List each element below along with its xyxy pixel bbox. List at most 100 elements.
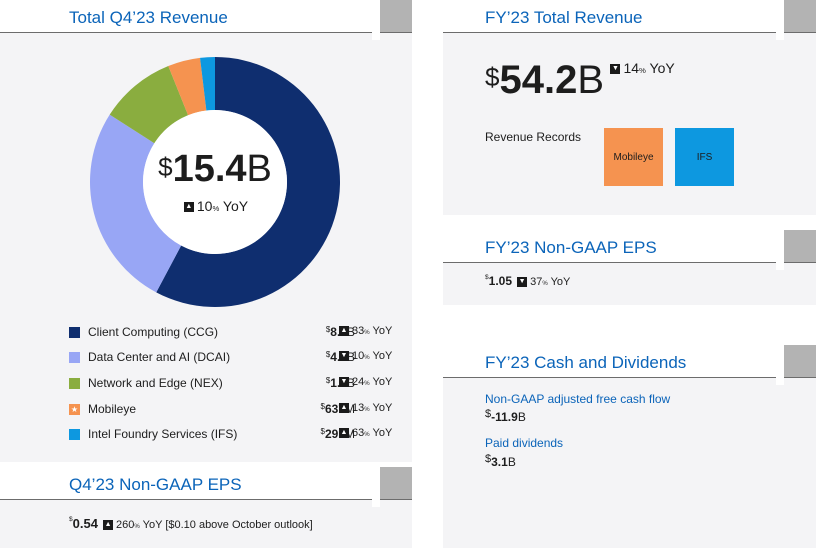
donut-slice-4: [168, 57, 207, 116]
dividends-number: 3.1: [491, 455, 508, 469]
corner-decoration-small: [372, 499, 380, 507]
legend-yoy: 63% YoY: [337, 427, 392, 439]
legend-swatch: [69, 352, 80, 363]
dividends-prefix: $: [485, 453, 492, 465]
corner-decoration: [380, 467, 412, 499]
corner-decoration: [380, 0, 412, 32]
total-unit: B: [246, 148, 272, 190]
legend-label: Intel Foundry Services (IFS): [88, 427, 238, 441]
record-box-ifs: IFS: [675, 128, 734, 186]
dividends-label: Paid dividends: [485, 436, 564, 450]
fy-revenue-yoy: 14% YoY: [608, 60, 675, 76]
q4-eps-header: Q4’23 Non-GAAP EPS: [0, 467, 412, 500]
fy-revenue-yoy-value: 14: [623, 60, 640, 76]
fcf-unit: B: [517, 410, 526, 424]
down-arrow-icon: [339, 377, 349, 388]
corner-decoration: [784, 345, 816, 377]
total-value: 15.4: [172, 148, 247, 190]
fy-eps-panel: FY’23 Non-GAAP EPS $1.05 37% YoY: [443, 230, 816, 305]
legend-yoy: 24% YoY: [337, 376, 392, 388]
legend-yoy: 13% YoY: [337, 402, 392, 414]
fy-eps-header: FY’23 Non-GAAP EPS: [443, 230, 816, 263]
up-arrow-icon: [339, 326, 349, 337]
fcf-number: -11.9: [491, 410, 518, 424]
fy-eps-title: FY’23 Non-GAAP EPS: [485, 238, 657, 257]
fcf-value: $-11.9B: [485, 408, 526, 426]
fy-revenue-unit: B: [577, 58, 605, 102]
pct-sign: %: [212, 204, 220, 213]
legend-yoy: 33% YoY: [337, 325, 392, 337]
fy-revenue-title: FY’23 Total Revenue: [485, 8, 643, 27]
corner-decoration-small: [776, 377, 784, 385]
legend-swatch: [69, 327, 80, 338]
corner-decoration: [784, 230, 816, 262]
dividends-value: $3.1B: [485, 453, 516, 471]
total-yoy-suffix: YoY: [219, 198, 249, 214]
up-arrow-icon: [339, 403, 349, 414]
fy-revenue-value: $54.2B 14% YoY: [485, 58, 675, 103]
fy-revenue-panel: FY’23 Total Revenue $54.2B 14% YoY Reven…: [443, 0, 816, 215]
fcf-prefix: $: [485, 408, 492, 420]
down-arrow-icon: [610, 64, 621, 75]
donut-slice-2: [89, 114, 182, 293]
eps-prefix: $: [69, 516, 73, 523]
corner-decoration-small: [776, 32, 784, 40]
q4-eps-yoy: 260: [116, 519, 135, 531]
fy-revenue-number: 54.2: [499, 58, 578, 102]
yoy-suffix: YoY: [547, 276, 571, 288]
donut-slice-5: [200, 57, 215, 111]
q4-eps-value-line: $0.54 260% YoY [$0.10 above October outl…: [69, 516, 313, 531]
q4-eps-note: [$0.10 above October outlook]: [165, 519, 313, 531]
up-arrow-icon: [103, 520, 114, 531]
star-icon: ★: [69, 404, 80, 415]
legend-row: Intel Foundry Services (IFS)$291M63% YoY: [69, 427, 399, 443]
q4-revenue-title: Total Q4’23 Revenue: [69, 8, 228, 27]
record-label: IFS: [696, 151, 713, 163]
legend-row: Client Computing (CCG)$8.8B33% YoY: [69, 325, 399, 341]
fy-cash-header: FY’23 Cash and Dividends: [443, 345, 816, 378]
yoy-suffix: YoY: [139, 519, 163, 531]
dividends-unit: B: [507, 455, 516, 469]
record-label: Mobileye: [613, 151, 654, 163]
corner-decoration-small: [372, 32, 380, 40]
legend-label: Client Computing (CCG): [88, 325, 219, 339]
legend-label: Network and Edge (NEX): [88, 376, 223, 390]
fy-eps-yoy: 37: [530, 276, 543, 288]
total-prefix: $: [158, 152, 173, 182]
legend-label: Mobileye: [88, 402, 137, 416]
fy-cash-panel: FY’23 Cash and Dividends Non-GAAP adjust…: [443, 345, 816, 548]
legend-swatch: [69, 429, 80, 440]
corner-decoration: [784, 0, 816, 32]
fy-eps-value: 1.05: [488, 274, 513, 288]
eps-prefix: $: [485, 274, 489, 281]
q4-eps-title: Q4’23 Non-GAAP EPS: [69, 475, 242, 494]
donut-center-yoy: 10% YoY: [140, 198, 290, 214]
fy-cash-title: FY’23 Cash and Dividends: [485, 353, 687, 372]
q4-revenue-panel: Total Q4’23 Revenue $15.4B 10% YoY Clien…: [0, 0, 412, 462]
legend-swatch: [69, 378, 80, 389]
yoy-suffix: YoY: [645, 60, 675, 76]
corner-decoration-small: [776, 262, 784, 270]
fy-revenue-prefix: $: [485, 62, 500, 92]
q4-eps-value: 0.54: [72, 516, 98, 531]
donut-hole: [143, 110, 287, 254]
pct-sign: %: [639, 66, 646, 75]
revenue-donut-chart: [89, 57, 341, 307]
record-box-mobileye: Mobileye: [604, 128, 663, 186]
legend-row: Data Center and AI (DCAI)$4.0B10% YoY: [69, 350, 399, 366]
donut-slice-3: [109, 66, 189, 144]
total-yoy: 10: [196, 198, 213, 214]
legend-yoy: 10% YoY: [337, 350, 392, 362]
pct-sign: %: [542, 281, 548, 287]
down-arrow-icon: [339, 351, 349, 362]
fy-revenue-header: FY’23 Total Revenue: [443, 0, 816, 33]
up-arrow-icon: [183, 202, 194, 213]
pct-sign: %: [134, 524, 140, 530]
down-arrow-icon: [517, 277, 528, 288]
legend-row: Network and Edge (NEX)$1.5B24% YoY: [69, 376, 399, 392]
legend-row: ★Mobileye$637M13% YoY: [69, 402, 399, 418]
legend-label: Data Center and AI (DCAI): [88, 350, 231, 364]
up-arrow-icon: [339, 428, 349, 439]
q4-eps-panel: Q4’23 Non-GAAP EPS $0.54 260% YoY [$0.10…: [0, 467, 412, 548]
donut-slice-1: [156, 57, 341, 307]
